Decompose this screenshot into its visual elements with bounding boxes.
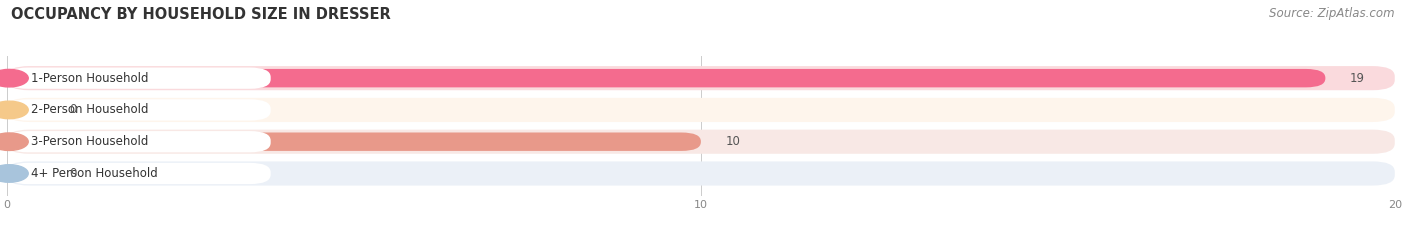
Text: 0: 0 (69, 167, 77, 180)
FancyBboxPatch shape (7, 101, 45, 119)
FancyBboxPatch shape (7, 98, 1395, 122)
FancyBboxPatch shape (7, 164, 45, 183)
FancyBboxPatch shape (7, 131, 271, 152)
FancyBboxPatch shape (7, 68, 271, 89)
Text: OCCUPANCY BY HOUSEHOLD SIZE IN DRESSER: OCCUPANCY BY HOUSEHOLD SIZE IN DRESSER (11, 7, 391, 22)
Circle shape (0, 133, 28, 151)
FancyBboxPatch shape (7, 161, 1395, 185)
Text: 0: 0 (69, 103, 77, 116)
Text: Source: ZipAtlas.com: Source: ZipAtlas.com (1270, 7, 1395, 20)
Circle shape (0, 69, 28, 87)
FancyBboxPatch shape (7, 69, 1326, 87)
FancyBboxPatch shape (7, 133, 700, 151)
Circle shape (0, 165, 28, 182)
Text: 1-Person Household: 1-Person Household (31, 72, 149, 85)
Text: 19: 19 (1350, 72, 1365, 85)
FancyBboxPatch shape (7, 66, 1395, 90)
Circle shape (0, 101, 28, 119)
Text: 3-Person Household: 3-Person Household (31, 135, 149, 148)
FancyBboxPatch shape (7, 130, 1395, 154)
Text: 4+ Person Household: 4+ Person Household (31, 167, 157, 180)
Text: 2-Person Household: 2-Person Household (31, 103, 149, 116)
FancyBboxPatch shape (7, 99, 271, 120)
Text: 10: 10 (725, 135, 740, 148)
FancyBboxPatch shape (7, 163, 271, 184)
